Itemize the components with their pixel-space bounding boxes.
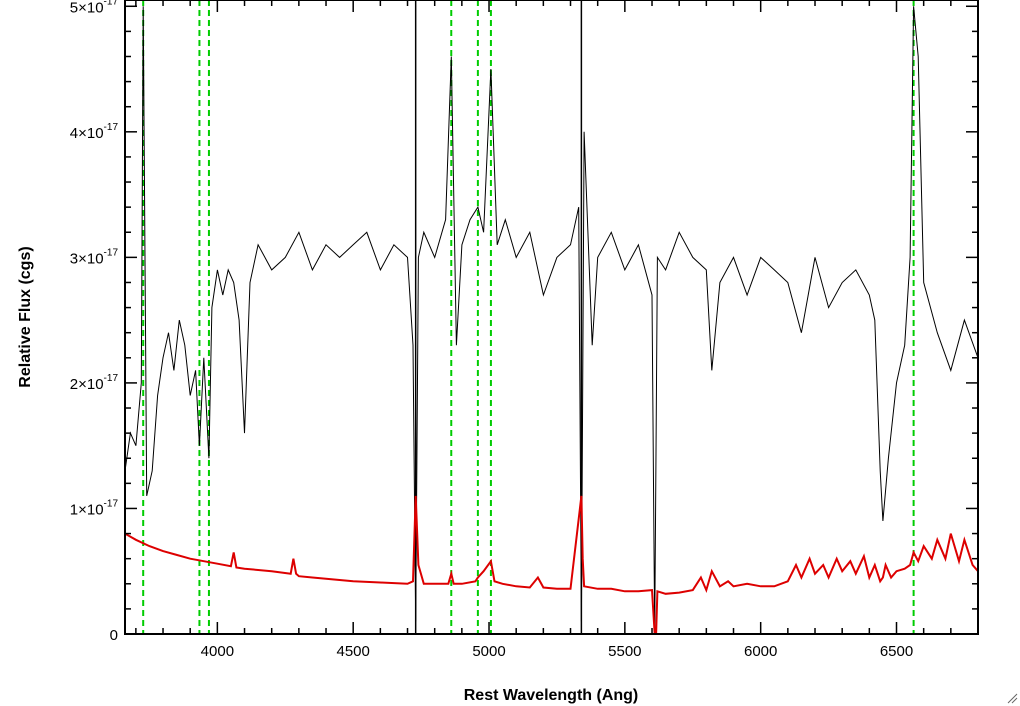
error-spectrum-line	[125, 495, 978, 634]
flux-spectrum-line	[125, 6, 978, 634]
x-tick-label: 4000	[201, 643, 234, 660]
y-axis: 0 1×10-17 2×10-17 3×10-17 4×10-17 5×10-17	[70, 0, 978, 644]
y-axis-label: Relative Flux (cgs)	[17, 246, 34, 387]
x-tick-label: 5000	[472, 643, 505, 660]
resize-grip-icon[interactable]	[1006, 692, 1018, 704]
y-tick-label: 3×10-17	[70, 247, 119, 267]
y-tick-label: 5×10-17	[70, 0, 119, 16]
plot-frame	[124, 0, 979, 635]
x-tick-label: 4500	[337, 643, 370, 660]
y-tick-label: 2×10-17	[70, 373, 119, 393]
x-axis-label: Rest Wavelength (Ang)	[464, 687, 639, 704]
series-lines	[125, 6, 978, 634]
marker-lines	[142, 0, 915, 634]
x-tick-label: 6500	[880, 643, 913, 660]
y-tick-label: 4×10-17	[70, 122, 119, 142]
x-tick-label: 5500	[608, 643, 641, 660]
y-tick-label: 0	[110, 627, 118, 644]
x-tick-label: 6000	[744, 643, 777, 660]
y-tick-label: 1×10-17	[70, 498, 119, 518]
x-axis: 4000 4500 5000 5500 6000 6500	[135, 0, 979, 660]
